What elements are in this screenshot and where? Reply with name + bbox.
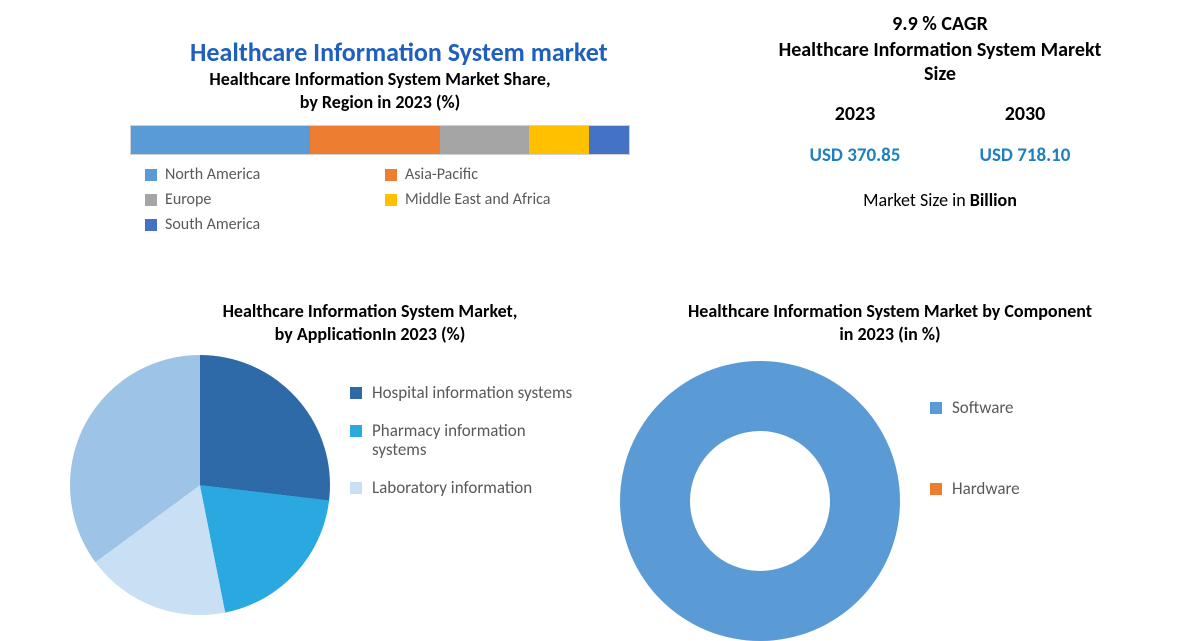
legend-swatch-icon (350, 387, 362, 399)
legend-label: Pharmacy information systems (372, 421, 582, 460)
application-pie-chart: Healthcare Information System Market,by … (70, 300, 670, 615)
legend-label: North America (165, 165, 260, 184)
market-size-years: 2023 2030 (770, 102, 1110, 126)
application-pie-title: Healthcare Information System Market,by … (135, 300, 605, 345)
region-share-title-line1: Healthcare Information System Market Sha… (209, 68, 550, 113)
region-seg-south-america (589, 126, 629, 154)
component-donut-legend: Software Hardware (930, 397, 1020, 499)
application-pie (70, 355, 330, 615)
component-donut-chart: Healthcare Information System Market by … (620, 300, 1160, 641)
region-share-legend: North America Asia-Pacific Europe Middle… (145, 165, 615, 234)
value-2023: USD 370.85 (810, 144, 901, 167)
legend-label: Asia-Pacific (405, 165, 478, 184)
legend-label: South America (165, 215, 260, 234)
page-title-text: Healthcare Information System market (190, 36, 608, 68)
legend-item-software: Software (930, 397, 1020, 418)
legend-item-laboratory: Laboratory information (350, 478, 582, 498)
component-donut-content: Software Hardware (620, 361, 1160, 641)
application-pie-legend: Hospital information systems Pharmacy in… (350, 383, 582, 497)
legend-swatch-icon (930, 483, 942, 495)
region-seg-north-america (131, 126, 310, 154)
legend-item-hardware: Hardware (930, 478, 1020, 499)
region-seg-asia-pacific (310, 126, 439, 154)
legend-label: Middle East and Africa (405, 190, 550, 209)
cagr-text: 9.9 % CAGR (770, 12, 1110, 36)
component-donut (620, 361, 900, 641)
application-pie-content: Hospital information systems Pharmacy in… (70, 355, 670, 615)
legend-label: Europe (165, 190, 211, 209)
legend-label: Hospital information systems (372, 383, 572, 403)
legend-item-pharmacy: Pharmacy information systems (350, 421, 582, 460)
region-seg-europe (440, 126, 530, 154)
legend-item-mea: Middle East and Africa (385, 190, 615, 209)
legend-swatch-icon (385, 194, 397, 206)
legend-item-south-america: South America (145, 215, 375, 234)
market-size-unit: Market Size in Billion (770, 189, 1110, 211)
region-share-chart: Healthcare Information System Market Sha… (100, 68, 660, 234)
market-size-subtitle: Healthcare Information System Marekt Siz… (770, 38, 1110, 86)
legend-swatch-icon (385, 169, 397, 181)
legend-label: Hardware (952, 478, 1020, 499)
legend-swatch-icon (350, 482, 362, 494)
year-2023: 2023 (835, 102, 876, 126)
market-size-values: USD 370.85 USD 718.10 (770, 144, 1110, 167)
legend-swatch-icon (930, 402, 942, 414)
application-pie-wrap (70, 355, 330, 615)
region-seg-mea (529, 126, 589, 154)
legend-item-europe: Europe (145, 190, 375, 209)
page-title: Healthcare Information System market (190, 36, 608, 68)
value-2030: USD 718.10 (980, 144, 1071, 167)
legend-swatch-icon (145, 219, 157, 231)
legend-swatch-icon (145, 194, 157, 206)
region-share-bar (130, 125, 630, 155)
region-share-title: Healthcare Information System Market Sha… (100, 68, 660, 113)
component-donut-title: Healthcare Information System Market by … (680, 300, 1100, 345)
legend-swatch-icon (350, 425, 362, 437)
year-2030: 2030 (1005, 102, 1046, 126)
legend-swatch-icon (145, 169, 157, 181)
legend-item-hospital: Hospital information systems (350, 383, 582, 403)
market-size-panel: 9.9 % CAGR Healthcare Information System… (770, 12, 1110, 211)
component-donut-wrap (620, 361, 900, 641)
legend-label: Software (952, 397, 1014, 418)
unit-prefix: Market Size in (863, 189, 970, 211)
unit-bold: Billion (970, 189, 1017, 211)
legend-item-north-america: North America (145, 165, 375, 184)
legend-item-asia-pacific: Asia-Pacific (385, 165, 615, 184)
legend-label: Laboratory information (372, 478, 532, 498)
